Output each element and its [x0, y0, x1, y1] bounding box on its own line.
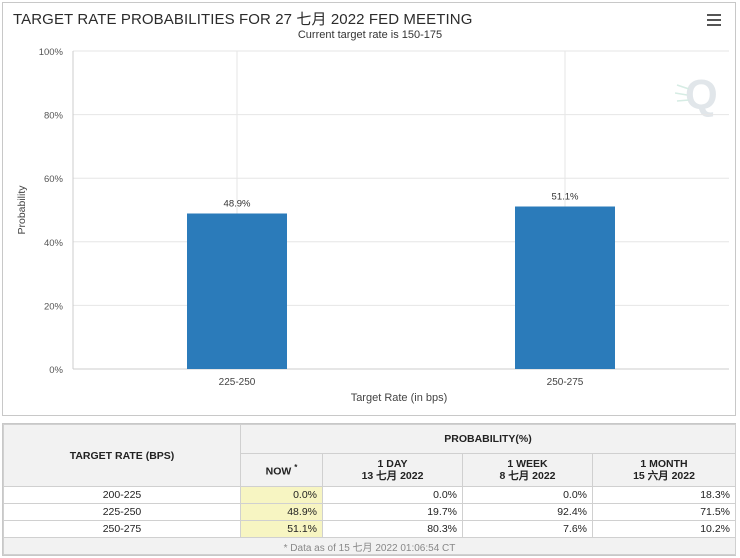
col-1month-header: 1 MONTH 15 六月 2022: [593, 454, 736, 487]
probability-header: PROBABILITY(%): [241, 425, 736, 454]
y-tick-label: 20%: [44, 301, 64, 312]
probability-table-panel: TARGET RATE (BPS) PROBABILITY(%) NOW * 1…: [2, 423, 736, 556]
cell-1month: 71.5%: [593, 504, 736, 521]
col-1month-label: 1 MONTH: [593, 458, 735, 470]
cell-1day: 80.3%: [323, 521, 463, 538]
cell-1week: 7.6%: [463, 521, 593, 538]
x-tick-label: 225-250: [219, 377, 256, 388]
data-label: 51.1%: [552, 192, 579, 203]
y-tick-label: 100%: [39, 47, 64, 58]
cell-now: 0.0%: [241, 487, 323, 504]
bar-chart: 0% 20% 40% 60% 80% 100% 48.9% 225-250 51.1% 250-2…: [3, 3, 737, 417]
y-tick-label: 80%: [44, 111, 64, 122]
y-tick-label: 40%: [44, 238, 64, 249]
cell-1month: 10.2%: [593, 521, 736, 538]
x-axis-title: Target Rate (in bps): [351, 392, 448, 404]
col-1day-label: 1 DAY: [323, 458, 462, 470]
data-timestamp-footnote: * Data as of 15 七月 2022 01:06:54 CT: [4, 538, 736, 555]
row-rate: 250-275: [4, 521, 241, 538]
table-row: 250-275 51.1% 80.3% 7.6% 10.2%: [4, 521, 736, 538]
col-1week-header: 1 WEEK 8 七月 2022: [463, 454, 593, 487]
chart-panel: TARGET RATE PROBABILITIES FOR 27 七月 2022…: [2, 2, 736, 416]
data-label: 48.9%: [224, 198, 251, 209]
cell-now: 48.9%: [241, 504, 323, 521]
cell-1week: 0.0%: [463, 487, 593, 504]
cell-1day: 0.0%: [323, 487, 463, 504]
col-now-label: NOW: [266, 466, 292, 478]
y-axis-title: Probability: [16, 185, 28, 235]
row-rate: 200-225: [4, 487, 241, 504]
col-1day-header: 1 DAY 13 七月 2022: [323, 454, 463, 487]
col-now-header: NOW *: [241, 454, 323, 487]
col-1day-date: 13 七月 2022: [323, 470, 462, 482]
col-1month-date: 15 六月 2022: [593, 470, 735, 482]
y-tick-label: 60%: [44, 174, 64, 185]
row-rate: 225-250: [4, 504, 241, 521]
probability-table: TARGET RATE (BPS) PROBABILITY(%) NOW * 1…: [3, 424, 736, 555]
target-rate-header: TARGET RATE (BPS): [4, 425, 241, 487]
cell-now: 51.1%: [241, 521, 323, 538]
table-row: 200-225 0.0% 0.0% 0.0% 18.3%: [4, 487, 736, 504]
cell-1day: 19.7%: [323, 504, 463, 521]
x-tick-label: 250-275: [547, 377, 584, 388]
col-now-mark: *: [294, 463, 297, 472]
table-row: 225-250 48.9% 19.7% 92.4% 71.5%: [4, 504, 736, 521]
col-1week-date: 8 七月 2022: [463, 470, 592, 482]
cell-1month: 18.3%: [593, 487, 736, 504]
bar-250-275: [515, 207, 615, 369]
bar-225-250: [187, 213, 287, 369]
col-1week-label: 1 WEEK: [463, 458, 592, 470]
y-tick-label: 0%: [49, 365, 63, 376]
cell-1week: 92.4%: [463, 504, 593, 521]
